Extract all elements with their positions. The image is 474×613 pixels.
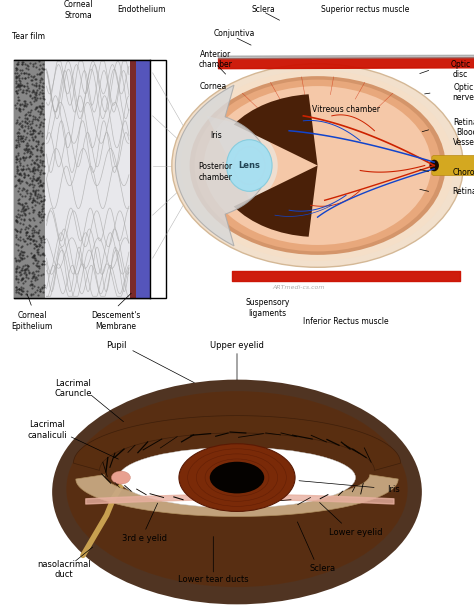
- Text: Optic
nerve: Optic nerve: [453, 83, 474, 102]
- Text: Anterior
chamber: Anterior chamber: [199, 50, 233, 69]
- Text: Lower eyelid: Lower eyelid: [329, 528, 382, 537]
- Text: Tear film: Tear film: [12, 32, 45, 41]
- Ellipse shape: [179, 444, 295, 511]
- Text: Superior rectus muscle: Superior rectus muscle: [321, 6, 409, 15]
- Ellipse shape: [227, 140, 272, 191]
- Bar: [14, 59, 166, 298]
- Bar: [130, 59, 136, 298]
- Wedge shape: [234, 166, 318, 237]
- Ellipse shape: [111, 471, 130, 484]
- Polygon shape: [73, 416, 401, 470]
- Wedge shape: [234, 94, 318, 166]
- Text: nasolacrimal
duct: nasolacrimal duct: [37, 560, 91, 579]
- Ellipse shape: [118, 447, 356, 508]
- Bar: [14, 59, 45, 298]
- FancyBboxPatch shape: [432, 156, 474, 175]
- Text: Vitreous chamber: Vitreous chamber: [312, 105, 380, 114]
- Text: Suspensory
ligaments: Suspensory ligaments: [246, 298, 290, 318]
- Text: Pupil: Pupil: [106, 341, 127, 349]
- Text: ARTmedi-cs.com: ARTmedi-cs.com: [273, 286, 325, 291]
- Text: Corneal
Epithelium: Corneal Epithelium: [11, 311, 53, 331]
- Text: Retinal
Blood
Vessels: Retinal Blood Vessels: [453, 118, 474, 147]
- Polygon shape: [76, 474, 398, 517]
- Polygon shape: [175, 85, 268, 246]
- Bar: [45, 59, 130, 298]
- Text: Endothelium: Endothelium: [117, 6, 165, 15]
- Ellipse shape: [52, 379, 422, 604]
- Text: Cornea: Cornea: [200, 82, 227, 91]
- Text: Inferior Rectus muscle: Inferior Rectus muscle: [303, 316, 389, 326]
- Text: Iris: Iris: [387, 485, 400, 493]
- Ellipse shape: [210, 462, 264, 493]
- Text: Conjuntiva: Conjuntiva: [214, 29, 255, 37]
- Text: Lacrimal
canaliculi: Lacrimal canaliculi: [27, 421, 67, 440]
- Text: Choroid: Choroid: [453, 167, 474, 177]
- Text: Iris: Iris: [210, 131, 221, 140]
- Text: Sclera: Sclera: [251, 6, 275, 15]
- Text: Corneal
Stroma: Corneal Stroma: [64, 0, 93, 20]
- Ellipse shape: [181, 70, 454, 261]
- Ellipse shape: [172, 64, 464, 267]
- Text: Lacrimal
Caruncle: Lacrimal Caruncle: [55, 379, 92, 398]
- Text: Upper eyelid: Upper eyelid: [210, 341, 264, 349]
- Text: Lower tear ducts: Lower tear ducts: [178, 576, 248, 584]
- Bar: [136, 59, 150, 298]
- Text: Lens: Lens: [238, 161, 260, 170]
- Text: Descement's
Membrane: Descement's Membrane: [91, 311, 141, 331]
- Polygon shape: [207, 116, 278, 204]
- Ellipse shape: [429, 160, 439, 171]
- Ellipse shape: [195, 80, 441, 251]
- Ellipse shape: [204, 86, 431, 245]
- Text: Retina: Retina: [453, 188, 474, 197]
- Text: Sclera: Sclera: [309, 564, 336, 573]
- Ellipse shape: [190, 76, 446, 255]
- Text: Optic
disc: Optic disc: [450, 60, 471, 79]
- Ellipse shape: [66, 391, 408, 587]
- Text: Posterior
chamber: Posterior chamber: [199, 162, 233, 182]
- Text: 3rd e yelid: 3rd e yelid: [122, 533, 167, 543]
